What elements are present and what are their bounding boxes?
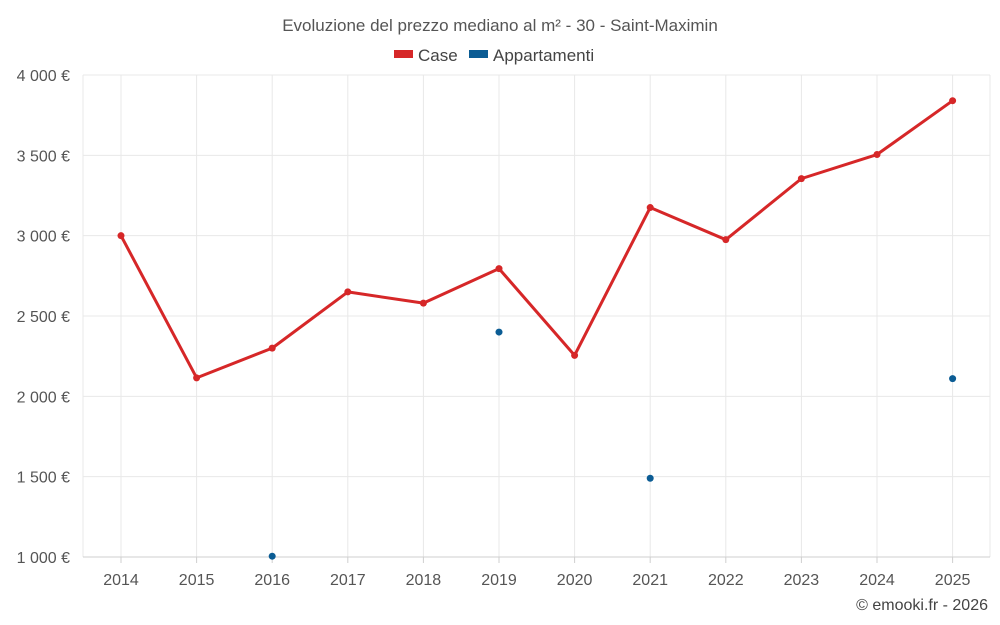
data-point-case-2018[interactable] bbox=[419, 299, 427, 307]
legend-swatch-appartamenti bbox=[469, 50, 488, 58]
data-point-case-2017[interactable] bbox=[344, 288, 352, 296]
data-point-case-2021[interactable] bbox=[646, 204, 654, 212]
data-point-case-2015[interactable] bbox=[193, 374, 201, 382]
data-point-case-2014[interactable] bbox=[117, 232, 125, 240]
data-point-case-2024[interactable] bbox=[873, 151, 881, 159]
y-tick-label: 1 000 € bbox=[17, 550, 70, 567]
data-point-case-2023[interactable] bbox=[797, 175, 805, 183]
legend-item-case[interactable]: Case bbox=[394, 46, 458, 65]
legend: Case Appartamenti bbox=[394, 46, 594, 65]
x-tick-label: 2014 bbox=[103, 572, 139, 589]
series-line-case bbox=[119, 99, 954, 380]
y-tick-label: 2 000 € bbox=[17, 389, 70, 406]
legend-label-case: Case bbox=[418, 46, 458, 65]
data-point-case-2020[interactable] bbox=[571, 351, 579, 359]
x-tick-label: 2022 bbox=[708, 572, 744, 589]
data-point-case-2019[interactable] bbox=[495, 265, 503, 273]
data-point-case-2016[interactable] bbox=[268, 344, 276, 352]
x-tick-label: 2024 bbox=[859, 572, 895, 589]
x-tick-label: 2021 bbox=[632, 572, 668, 589]
y-tick-label: 1 500 € bbox=[17, 470, 70, 487]
axes: 1 000 € 1 500 € 2 000 € 2 500 € 3 000 € 3 500… bbox=[17, 68, 990, 589]
gridlines bbox=[82, 74, 991, 558]
y-tick-label: 3 000 € bbox=[17, 229, 70, 246]
data-point-appartamenti-2025[interactable] bbox=[949, 375, 957, 383]
data-point-appartamenti-2016[interactable] bbox=[268, 552, 276, 560]
data-point-appartamenti-2019[interactable] bbox=[495, 328, 503, 336]
series bbox=[117, 97, 957, 560]
credit-text: © emooki.fr - 2026 bbox=[856, 597, 988, 614]
data-point-case-2022[interactable] bbox=[722, 236, 730, 244]
chart-title: Evoluzione del prezzo mediano al m² - 30… bbox=[282, 16, 718, 35]
x-tick-label: 2016 bbox=[254, 572, 290, 589]
data-point-case-2025[interactable] bbox=[949, 97, 957, 105]
x-tick-label: 2015 bbox=[179, 572, 215, 589]
y-tick-label: 3 500 € bbox=[17, 148, 70, 165]
x-tick-label: 2017 bbox=[330, 572, 366, 589]
x-tick-label: 2019 bbox=[481, 572, 517, 589]
data-point-appartamenti-2021[interactable] bbox=[646, 474, 654, 482]
legend-swatch-case bbox=[394, 50, 413, 58]
y-tick-label: 2 500 € bbox=[17, 309, 70, 326]
x-tick-label: 2020 bbox=[557, 572, 593, 589]
x-tick-label: 2018 bbox=[406, 572, 442, 589]
y-tick-label: 4 000 € bbox=[17, 68, 70, 85]
legend-label-appartamenti: Appartamenti bbox=[493, 46, 594, 65]
x-tick-label: 2023 bbox=[784, 572, 820, 589]
legend-item-appartamenti[interactable]: Appartamenti bbox=[469, 46, 594, 65]
x-tick-label: 2025 bbox=[935, 572, 971, 589]
